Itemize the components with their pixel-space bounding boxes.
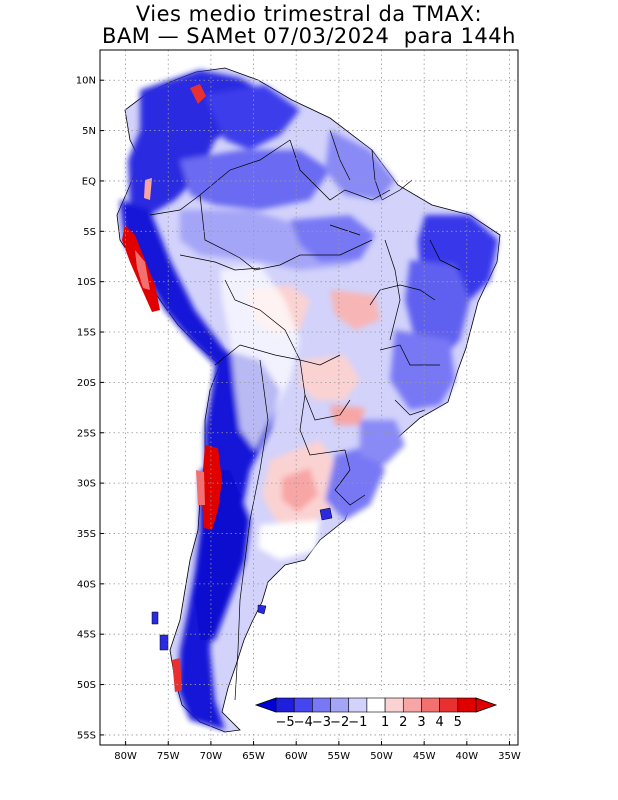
latitude-tick-label: 35S [77,529,96,540]
longitude-tick-label: 55W [328,751,351,762]
longitude-tick-label: 70W [200,751,223,762]
colorbar-label: −4 [294,715,313,730]
latitude-tick-label: 50S [77,680,96,691]
colorbar-label: −1 [348,715,367,730]
latitude-tick-label: 25S [77,428,96,439]
latitude-tick-label: 5N [82,126,96,137]
colorbar-swatch [421,697,440,713]
colorbar-label: −3 [312,715,331,730]
latitude-tick-label: EQ [82,176,96,187]
colorbar-swatch [457,697,477,713]
positive-bias-spots [122,84,222,692]
latitude-tick-label: 10N [76,76,96,87]
colorbar-swatch [366,697,386,713]
country-borders [149,129,461,701]
longitude-tick-label: 50W [370,751,393,762]
colorbar-label: 4 [435,715,443,730]
colorbar-swatch [312,697,331,713]
colorbar-swatch [384,697,404,713]
longitude-tick-label: 75W [157,751,180,762]
longitude-tick-label: 65W [242,751,265,762]
colorbar-label: 2 [399,715,407,730]
latitude-tick-label: 20S [77,378,96,389]
colorbar-high-arrow [475,697,498,713]
longitude-tick-label: 35W [498,751,521,762]
longitude-tick-label: 60W [285,751,308,762]
lat-lon-grid [100,50,518,745]
colorbar-label: 5 [454,715,462,730]
colorbar-swatch [348,697,368,713]
latitude-tick-label: 5S [83,227,96,238]
islands [151,507,333,651]
colorbar-label: −2 [330,715,349,730]
latitude-tick-label: 15S [77,328,96,339]
latitude-tick-labels: 10N 5N EQ 5S 10S 15S 20S 25S 30S 35S 40S 45S 50S 55S [76,76,104,741]
colorbar-swatch [275,697,295,713]
latitude-tick-label: 55S [77,730,96,741]
colorbar: −5 −4 −3 −2 −1 1 2 3 4 5 [250,690,510,732]
map-frame [99,49,519,746]
longitude-tick-label: 40W [456,751,479,762]
longitude-tick-label: 80W [114,751,137,762]
latitude-tick-label: 10S [77,277,96,288]
latitude-tick-label: 30S [77,479,96,490]
colorbar-swatch [439,697,459,713]
longitude-tick-label: 45W [413,751,436,762]
colorbar-swatch [402,697,422,713]
map-title-line-2: BAM — SAMet 07/03/2024 para 144h [102,24,516,48]
latitude-tick-label: 40S [77,579,96,590]
colorbar-swatch [293,697,313,713]
latitude-tick-label: 45S [77,630,96,641]
colorbar-label: −5 [276,715,295,730]
colorbar-label: 1 [381,715,389,730]
colorbar-swatch [330,697,350,713]
longitude-tick-labels: 80W 75W 70W 65W 60W 55W 50W 45W 40W 35W [114,741,521,762]
map-title-line-1: Vies medio trimestral da TMAX: [135,2,483,26]
colorbar-label: 3 [417,715,425,730]
